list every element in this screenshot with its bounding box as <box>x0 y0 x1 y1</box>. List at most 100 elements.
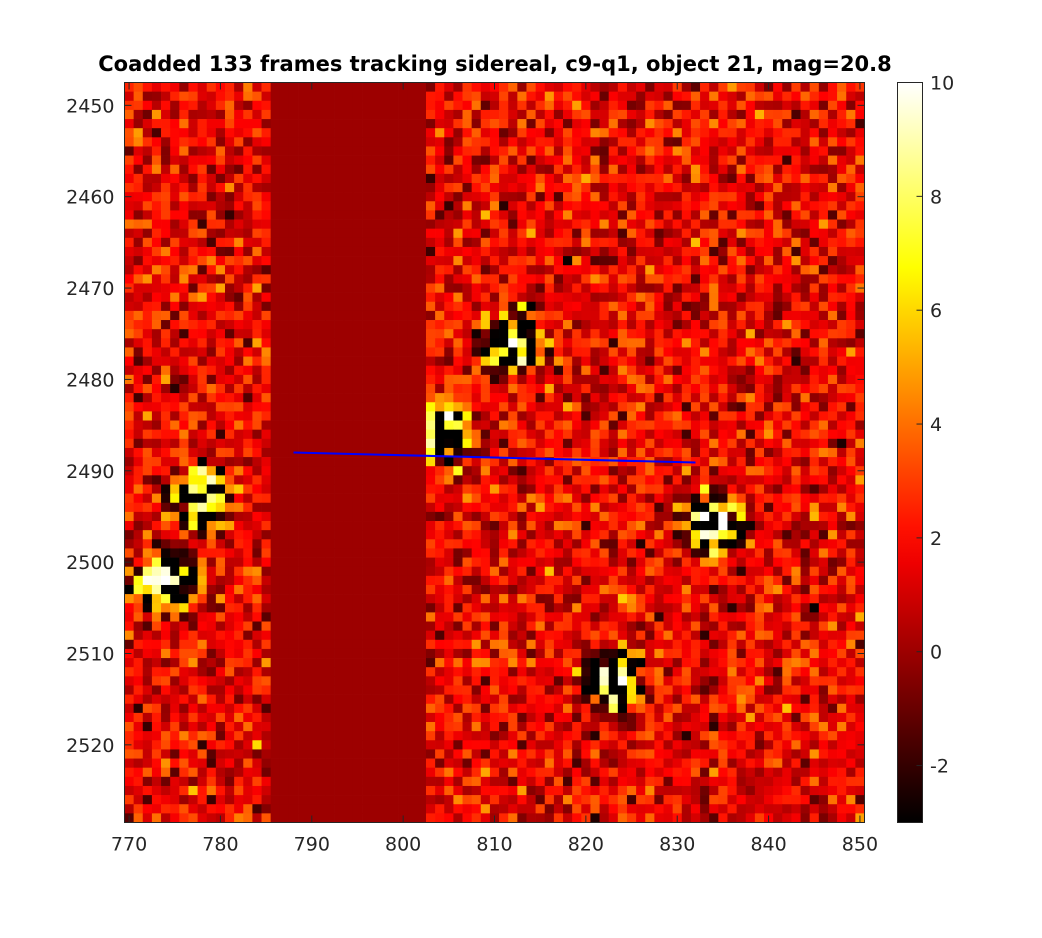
heatmap-cell <box>800 274 811 284</box>
heatmap-cell <box>142 329 153 339</box>
heatmap-cell <box>215 402 226 412</box>
heatmap-cell <box>407 301 418 312</box>
heatmap-cell <box>800 365 811 376</box>
heatmap-cell <box>617 182 628 193</box>
heatmap-cell <box>553 402 564 412</box>
heatmap-cell <box>279 621 290 631</box>
heatmap-cell <box>563 164 573 175</box>
heatmap-cell <box>288 374 299 385</box>
heatmap-cell <box>773 457 783 467</box>
heatmap-cell <box>526 557 536 568</box>
heatmap-cell <box>343 100 354 111</box>
heatmap-cell <box>782 283 792 293</box>
heatmap-cell <box>179 365 189 376</box>
heatmap-cell <box>380 548 390 558</box>
heatmap-cell <box>307 210 317 220</box>
heatmap-cell <box>718 91 728 102</box>
heatmap-cell <box>325 173 335 184</box>
heatmap-cell <box>215 466 226 476</box>
heatmap-cell <box>846 411 856 421</box>
heatmap-cell <box>535 320 546 330</box>
heatmap-cell <box>188 283 198 293</box>
heatmap-cell <box>590 530 600 540</box>
heatmap-cell <box>298 210 308 220</box>
heatmap-cell <box>827 447 838 458</box>
heatmap-cell <box>279 630 290 641</box>
heatmap-cell <box>224 484 235 494</box>
heatmap-cell <box>581 219 591 230</box>
heatmap-cell <box>334 246 345 257</box>
heatmap-cell <box>818 137 829 147</box>
heatmap-cell <box>170 320 180 330</box>
heatmap-cell <box>416 356 427 367</box>
heatmap-cell <box>727 530 737 540</box>
heatmap-cell <box>855 137 865 147</box>
heatmap-cell <box>307 219 317 230</box>
heatmap-cell <box>681 630 692 641</box>
heatmap-cell <box>599 128 610 138</box>
heatmap-cell <box>325 292 335 303</box>
heatmap-cell <box>818 393 829 403</box>
heatmap-cell <box>581 109 591 120</box>
heatmap-cell <box>325 530 335 540</box>
heatmap-cell <box>626 274 637 284</box>
heatmap-cell <box>224 155 235 166</box>
heatmap-cell <box>718 575 728 586</box>
heatmap-cell <box>142 91 153 102</box>
heatmap-cell <box>773 374 783 385</box>
heatmap-cell <box>736 237 747 248</box>
heatmap-cell <box>261 320 272 330</box>
heatmap-cell <box>206 511 217 522</box>
heatmap-cell <box>298 164 308 175</box>
heatmap-cell <box>279 594 290 604</box>
heatmap-cell <box>316 612 326 622</box>
heatmap-cell <box>636 246 646 257</box>
heatmap-cell <box>170 356 180 367</box>
heatmap-cell <box>215 502 226 513</box>
heatmap-cell <box>389 146 399 156</box>
heatmap-cell <box>663 320 673 330</box>
heatmap-cell <box>206 128 217 138</box>
heatmap-cell <box>334 575 345 586</box>
heatmap-cell <box>709 137 719 147</box>
heatmap-cell <box>480 475 491 485</box>
heatmap-cell <box>764 292 774 303</box>
heatmap-cell <box>444 566 454 577</box>
heatmap-cell <box>261 493 272 504</box>
heatmap-cell <box>179 420 189 431</box>
heatmap-cell <box>224 557 235 568</box>
heatmap-cell <box>499 557 509 568</box>
heatmap-cell <box>362 639 372 650</box>
heatmap-cell <box>362 411 372 421</box>
heatmap-cell <box>389 383 399 394</box>
heatmap-cell <box>654 466 664 476</box>
heatmap-cell <box>462 246 473 257</box>
heatmap-cell <box>764 383 774 394</box>
heatmap-cell <box>170 256 180 266</box>
heatmap-cell <box>371 493 381 504</box>
heatmap-cell <box>161 201 171 211</box>
heatmap-cell <box>837 621 847 631</box>
heatmap-cell <box>142 82 153 92</box>
heatmap-cell <box>499 219 509 230</box>
heatmap-cell <box>380 420 390 431</box>
heatmap-cell <box>626 475 637 485</box>
heatmap-cell <box>581 438 591 449</box>
heatmap-cell <box>690 539 701 549</box>
heatmap-cell <box>736 210 747 220</box>
heatmap-cell <box>316 575 326 586</box>
heatmap-cell <box>508 274 518 284</box>
heatmap-cell <box>197 511 208 522</box>
heatmap-cell <box>471 575 482 586</box>
heatmap-cell <box>261 466 272 476</box>
heatmap-cell <box>151 246 162 257</box>
heatmap-cell <box>645 383 655 394</box>
heatmap-cell <box>298 539 308 549</box>
heatmap-cell <box>690 292 701 303</box>
heatmap-cell <box>288 265 299 275</box>
heatmap-cell <box>517 383 527 394</box>
heatmap-cell <box>791 82 801 92</box>
heatmap-cell <box>800 182 811 193</box>
heatmap-cell <box>197 402 208 412</box>
heatmap-cell <box>818 347 829 357</box>
